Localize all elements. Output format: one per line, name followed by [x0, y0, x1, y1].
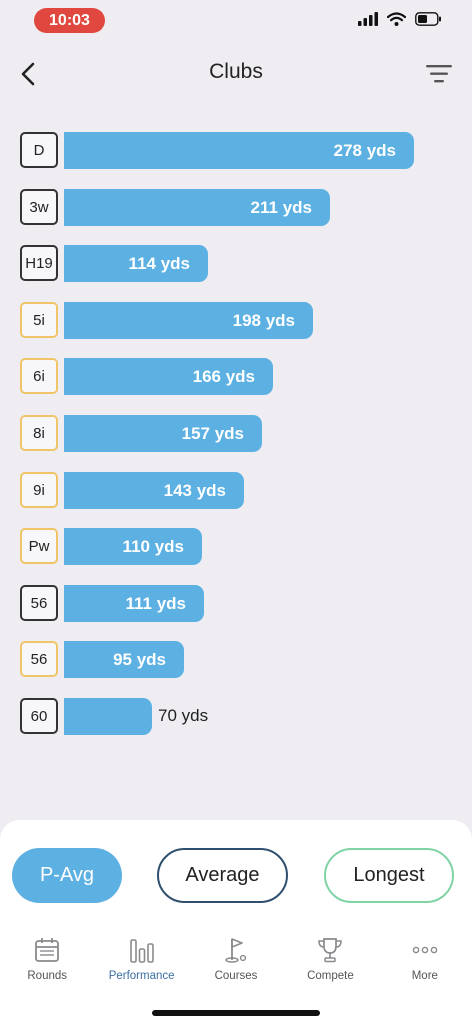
club-badge: 60: [20, 698, 58, 734]
distance-bar: 143 yds: [64, 471, 244, 509]
distance-label: 157 yds: [181, 423, 244, 443]
club-row[interactable]: 56 111 yds: [20, 584, 450, 622]
tab-more[interactable]: More: [378, 934, 472, 994]
tab-rounds[interactable]: Rounds: [0, 934, 94, 994]
distance-label: 211 yds: [250, 197, 312, 217]
tab-label: Performance: [108, 970, 175, 982]
average-button[interactable]: Average: [157, 848, 288, 903]
tab-courses[interactable]: Courses: [189, 934, 283, 994]
distance-label: 95 yds: [113, 649, 166, 669]
wifi-icon: [387, 12, 406, 26]
distance-bar: 198 yds: [64, 301, 313, 339]
club-row[interactable]: 5i 198 yds: [20, 301, 450, 339]
golf-flag-icon: [225, 938, 247, 963]
calendar-icon: [35, 938, 60, 962]
distance-bar-area: 95 yds: [64, 640, 450, 678]
back-button[interactable]: [14, 58, 42, 90]
club-badge: 8i: [20, 415, 58, 451]
club-row[interactable]: 56 95 yds: [20, 640, 450, 678]
longest-button[interactable]: Longest: [324, 848, 454, 903]
header: Clubs: [0, 48, 472, 100]
club-row[interactable]: 9i 143 yds: [20, 471, 450, 509]
bar-chart-icon: [129, 939, 154, 963]
club-badge: H19: [20, 245, 58, 281]
more-dots-icon: [412, 946, 438, 954]
distance-bar: 278 yds: [64, 131, 414, 169]
status-time: 10:03: [34, 8, 105, 33]
distance-label: 143 yds: [163, 480, 226, 500]
distance-label: 278 yds: [333, 140, 396, 160]
p-avg-button[interactable]: P-Avg: [12, 848, 122, 903]
chevron-left-icon: [21, 62, 35, 86]
signal-icon: [358, 12, 378, 26]
club-badge: 5i: [20, 302, 58, 338]
club-badge: 3w: [20, 189, 58, 225]
distance-bar-area: 211 yds: [64, 188, 450, 226]
distance-bar: 114 yds: [64, 244, 208, 282]
tab-label: Compete: [307, 970, 354, 982]
distance-bar-area: 157 yds: [64, 414, 450, 452]
distance-bar-area: 70 yds: [64, 697, 450, 735]
filter-icon: [426, 65, 452, 83]
club-row[interactable]: H19 114 yds: [20, 244, 450, 282]
tab-compete[interactable]: Compete: [283, 934, 377, 994]
club-row[interactable]: D 278 yds: [20, 131, 450, 169]
status-icons: [358, 12, 442, 26]
bottom-sheet: P-Avg Average Longest Rounds: [0, 820, 472, 1024]
distance-label: 110 yds: [122, 536, 184, 556]
tab-label: More: [411, 970, 438, 982]
club-row[interactable]: 60 70 yds: [20, 697, 450, 735]
distance-label: 166 yds: [192, 366, 255, 386]
distance-bar-area: 143 yds: [64, 471, 450, 509]
distance-label: 111 yds: [125, 593, 186, 613]
tab-performance[interactable]: Performance: [94, 934, 188, 994]
distance-bar-area: 198 yds: [64, 301, 450, 339]
distance-bar-area: 111 yds: [64, 584, 450, 622]
club-badge: 56: [20, 585, 58, 621]
distance-bar-area: 114 yds: [64, 244, 450, 282]
distance-bar: 95 yds: [64, 640, 184, 678]
distance-bar-area: 278 yds: [64, 131, 450, 169]
club-row[interactable]: 3w 211 yds: [20, 188, 450, 226]
club-badge: Pw: [20, 528, 58, 564]
trophy-icon: [318, 938, 343, 963]
distance-bar: 111 yds: [64, 584, 204, 622]
distance-bar-area: 110 yds: [64, 527, 450, 565]
distance-bar: 211 yds: [64, 188, 330, 226]
tab-bar: Rounds Performance Courses: [0, 934, 472, 994]
distance-label: 114 yds: [128, 253, 190, 273]
distance-label: 198 yds: [232, 310, 295, 330]
distance-bar: 157 yds: [64, 414, 262, 452]
distance-bar: [64, 697, 152, 735]
club-badge: 9i: [20, 472, 58, 508]
club-badge: 56: [20, 641, 58, 677]
tab-label: Rounds: [27, 970, 68, 982]
distance-bar: 166 yds: [64, 357, 273, 395]
club-badge: D: [20, 132, 58, 168]
distance-bar-area: 166 yds: [64, 357, 450, 395]
club-row[interactable]: 8i 157 yds: [20, 414, 450, 452]
distance-label: 70 yds: [158, 706, 209, 725]
home-indicator: [152, 1010, 320, 1016]
club-row[interactable]: Pw 110 yds: [20, 527, 450, 565]
club-row[interactable]: 6i 166 yds: [20, 357, 450, 395]
distance-bar: 110 yds: [64, 527, 202, 565]
tab-label: Courses: [214, 970, 258, 982]
battery-icon: [415, 12, 441, 26]
page-title: Clubs: [209, 60, 263, 83]
filter-button[interactable]: [424, 60, 454, 88]
club-badge: 6i: [20, 358, 58, 394]
status-bar: 10:03: [0, 0, 472, 44]
